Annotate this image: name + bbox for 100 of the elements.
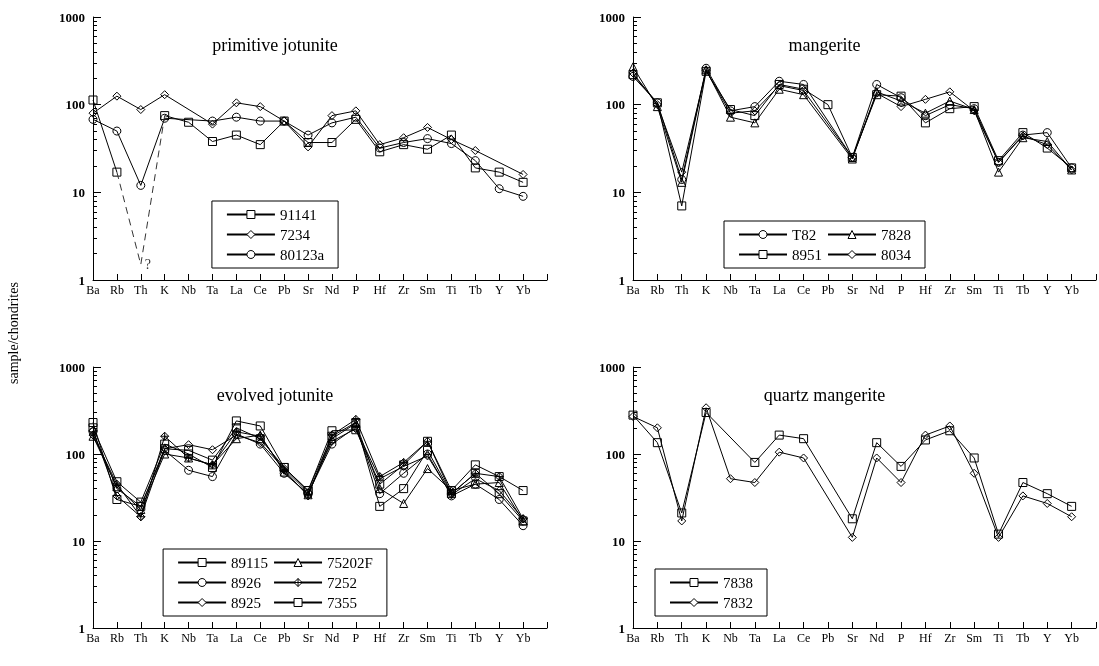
x-tick-label: Nb xyxy=(723,283,738,297)
x-tick-label: Ta xyxy=(748,283,762,297)
legend-label: 7355 xyxy=(327,594,358,611)
y-tick-label: 1 xyxy=(618,272,625,288)
x-tick-label: Pb xyxy=(277,631,291,645)
x-tick-label: Yb xyxy=(515,283,531,297)
x-tick-label: K xyxy=(701,631,711,645)
x-tick-label: Th xyxy=(134,631,148,645)
x-tick-label: Nd xyxy=(869,631,885,645)
x-tick-label: Th xyxy=(675,631,689,645)
y-tick-label: 10 xyxy=(612,533,625,549)
x-tick-label: Zr xyxy=(397,283,410,297)
legend-label: 8951 xyxy=(792,246,822,263)
x-tick-label: Ce xyxy=(796,283,811,297)
x-tick-label: Ti xyxy=(993,631,1005,645)
x-tick-label: K xyxy=(701,283,711,297)
y-tick-label: 1000 xyxy=(599,9,625,25)
x-tick-label: Th xyxy=(675,283,689,297)
x-tick-label: Sr xyxy=(846,283,858,297)
x-tick-label: Ce xyxy=(796,631,811,645)
y-tick-label: 100 xyxy=(605,97,625,113)
x-tick-label: Ba xyxy=(86,283,101,297)
x-tick-label: Y xyxy=(1042,283,1052,297)
legend-label: 8925 xyxy=(231,594,262,611)
x-tick-label: Pb xyxy=(821,631,835,645)
x-tick-label: La xyxy=(230,283,244,297)
x-tick-label: Tb xyxy=(1016,631,1030,645)
x-tick-label: Hf xyxy=(919,631,932,645)
x-tick-label: Pb xyxy=(277,283,291,297)
x-tick-label: P xyxy=(352,631,360,645)
x-tick-label: Ti xyxy=(446,283,458,297)
x-tick-label: Rb xyxy=(650,283,665,297)
legend-label: 7234 xyxy=(279,226,311,243)
x-tick-label: Yb xyxy=(1064,631,1079,645)
x-tick-label: Sr xyxy=(302,283,314,297)
text: primitive jotunite xyxy=(212,35,338,55)
x-tick-label: Sr xyxy=(846,631,858,645)
y-tick-label: 10 xyxy=(612,184,625,200)
x-tick-label: Y xyxy=(494,631,504,645)
x-tick-label: Pb xyxy=(821,283,835,297)
x-tick-label: Nb xyxy=(181,631,196,645)
legend-label: 7832 xyxy=(723,594,753,611)
x-tick-label: La xyxy=(772,283,787,297)
x-tick-label: Y xyxy=(494,283,504,297)
legend-label: 91141 xyxy=(279,206,317,223)
x-tick-label: Ba xyxy=(626,283,641,297)
annotation: ? xyxy=(144,257,152,273)
legend-label: 7252 xyxy=(327,574,358,591)
x-tick-label: Rb xyxy=(109,631,124,645)
x-tick-label: Ba xyxy=(626,631,641,645)
x-tick-label: La xyxy=(772,631,787,645)
x-tick-label: Ce xyxy=(253,631,267,645)
y-tick-label: 100 xyxy=(65,97,85,113)
x-tick-label: K xyxy=(160,283,170,297)
text: mangerite xyxy=(788,35,861,55)
legend-label: 7838 xyxy=(723,574,753,591)
legend-label: T82 xyxy=(792,226,817,243)
x-tick-label: Ba xyxy=(86,631,101,645)
y-tick-label: 1000 xyxy=(59,9,85,25)
x-tick-label: Zr xyxy=(397,631,410,645)
x-tick-label: Sm xyxy=(419,631,437,645)
x-tick-label: Ti xyxy=(446,631,458,645)
y-tick-label: 100 xyxy=(65,446,85,462)
x-tick-label: Zr xyxy=(944,283,956,297)
x-tick-label: Tb xyxy=(468,631,482,645)
y-tick-label: 10 xyxy=(72,533,85,549)
legend-label: 80123a xyxy=(279,246,325,263)
x-tick-label: K xyxy=(160,631,170,645)
x-tick-label: P xyxy=(897,631,905,645)
x-tick-label: Ti xyxy=(993,283,1005,297)
x-tick-label: Rb xyxy=(109,283,124,297)
y-tick-label: 1 xyxy=(78,620,85,636)
x-tick-label: Ta xyxy=(206,283,220,297)
x-tick-label: Zr xyxy=(944,631,956,645)
text: quartz mangerite xyxy=(763,385,886,405)
x-tick-label: Th xyxy=(134,283,148,297)
x-tick-label: Tb xyxy=(1016,283,1030,297)
x-tick-label: Yb xyxy=(1064,283,1079,297)
y-tick-label: 1 xyxy=(618,620,625,636)
x-tick-label: Rb xyxy=(650,631,665,645)
x-tick-label: Hf xyxy=(919,283,932,297)
x-tick-label: Y xyxy=(1042,631,1052,645)
y-axis-title: sample/chondrites xyxy=(6,282,22,384)
legend-label: 75202F xyxy=(327,554,373,571)
x-tick-label: Hf xyxy=(373,283,387,297)
x-tick-label: P xyxy=(897,283,905,297)
x-tick-label: Ta xyxy=(748,631,762,645)
x-tick-label: Nd xyxy=(869,283,885,297)
x-tick-label: Hf xyxy=(373,631,387,645)
legend-label: 8034 xyxy=(881,246,912,263)
x-tick-label: Nb xyxy=(723,631,738,645)
x-tick-label: Nd xyxy=(324,283,340,297)
x-tick-label: Ta xyxy=(206,631,220,645)
x-tick-label: Sm xyxy=(966,631,983,645)
x-tick-label: Yb xyxy=(515,631,531,645)
text: evolved jotunite xyxy=(216,385,334,405)
x-tick-label: Sr xyxy=(302,631,314,645)
x-tick-label: Tb xyxy=(468,283,482,297)
y-tick-label: 1 xyxy=(78,272,85,288)
x-tick-label: La xyxy=(230,631,244,645)
